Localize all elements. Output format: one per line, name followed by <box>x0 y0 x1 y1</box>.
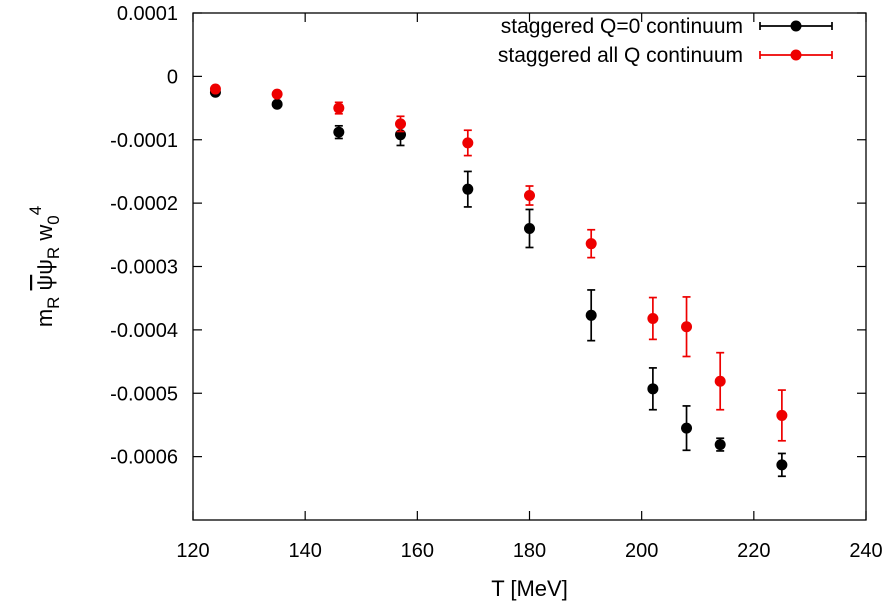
y-axis-title-m: m <box>32 309 57 327</box>
y-tick-label: 0.0001 <box>117 3 178 25</box>
data-point <box>333 102 345 114</box>
y-tick-label: -0.0003 <box>110 257 178 279</box>
x-tick-label: 200 <box>625 540 658 562</box>
x-tick-label: 140 <box>288 540 321 562</box>
y-axis-title-psi-sub: R <box>44 247 63 259</box>
data-point <box>462 183 474 195</box>
y-axis-title-w-sup: 4 <box>26 206 45 215</box>
data-point <box>271 98 283 110</box>
y-axis-title: mR ψψR w04 <box>26 206 63 327</box>
data-point <box>333 126 345 138</box>
data-point <box>209 83 221 95</box>
y-tick-label: -0.0004 <box>110 320 178 342</box>
data-point <box>681 321 693 333</box>
legend-marker <box>790 49 802 61</box>
y-axis-title-w-sub: 0 <box>44 215 63 224</box>
data-point <box>647 383 659 395</box>
data-point <box>395 118 407 130</box>
y-tick-label: 0 <box>167 66 178 88</box>
data-point <box>585 309 597 321</box>
data-point <box>524 222 535 234</box>
data-point <box>681 422 693 434</box>
x-tick-label: 160 <box>401 540 434 562</box>
data-point <box>714 439 726 451</box>
data-point <box>462 137 474 149</box>
y-axis-title-psi: ψ <box>32 259 57 275</box>
legend: staggered Q=0 continuum staggered all Q c… <box>498 15 833 67</box>
plot-frame <box>192 12 867 521</box>
data-point <box>524 190 535 202</box>
data-point <box>271 88 283 100</box>
tick-labels: 120 140 160 180 200 220 240 0.0001 0 -0.0001 -0.00… <box>110 3 883 562</box>
x-axis-title: T [MeV] <box>491 576 568 601</box>
y-tick-label: -0.0002 <box>110 193 178 215</box>
legend-label: staggered Q=0 continuum <box>501 15 743 38</box>
data-point <box>776 409 788 421</box>
series-points <box>209 83 788 442</box>
ticks-layer <box>192 12 867 520</box>
data-point <box>714 375 726 387</box>
x-tick-label: 240 <box>849 540 882 562</box>
y-axis-title-m-sub: R <box>44 297 63 309</box>
data-layer <box>209 83 788 478</box>
legend-label: staggered all Q continuum <box>498 44 743 67</box>
legend-marker <box>790 20 802 32</box>
series-points <box>209 86 788 478</box>
x-tick-label: 220 <box>737 540 770 562</box>
x-tick-label: 180 <box>513 540 546 562</box>
y-tick-label: -0.0006 <box>110 447 178 469</box>
data-point <box>647 312 659 324</box>
y-axis-title-psibar: ψ <box>32 275 57 291</box>
y-tick-label: -0.0001 <box>110 130 178 152</box>
data-point <box>776 459 788 471</box>
y-axis-title-w: w <box>32 225 57 242</box>
data-point <box>585 238 597 250</box>
y-tick-label: -0.0005 <box>110 383 178 405</box>
x-tick-label: 120 <box>176 540 209 562</box>
